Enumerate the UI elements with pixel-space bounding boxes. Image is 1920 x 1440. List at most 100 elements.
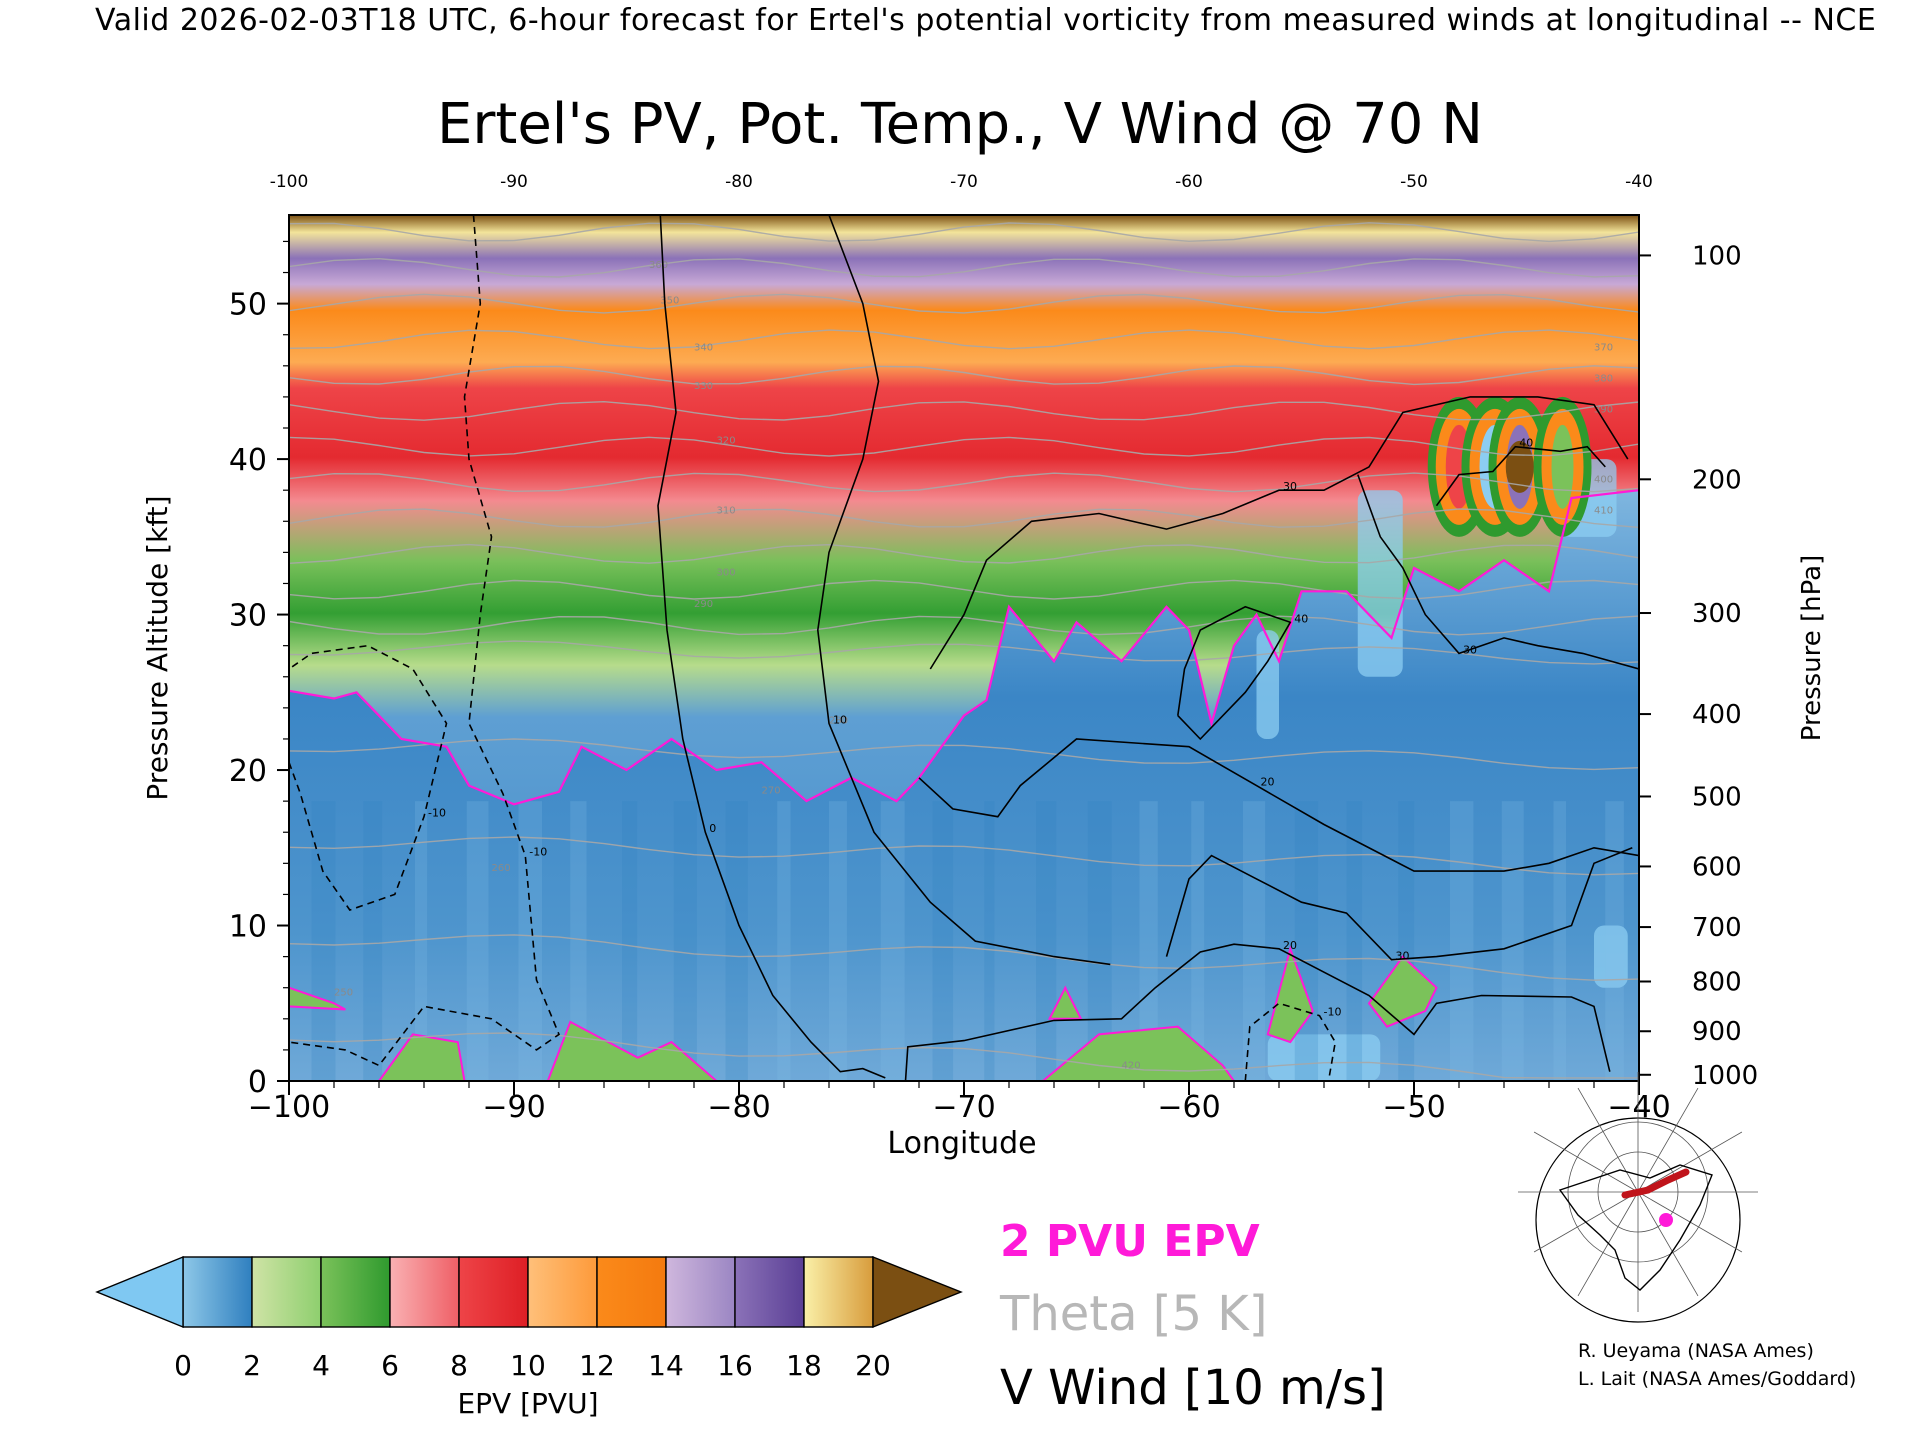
low-level-pv-blob xyxy=(546,1020,719,1081)
low-level-pv-blob xyxy=(1041,1025,1236,1081)
low-pv-pocket xyxy=(1357,490,1403,677)
v-wind-contour-label: 0 xyxy=(709,822,716,835)
v-wind-contour xyxy=(657,215,886,1079)
pv-streak xyxy=(466,801,489,1081)
colorbar-tick-label: 0 xyxy=(174,1349,192,1382)
theta-contour-label: 390 xyxy=(1594,404,1613,415)
inset-continent-outline xyxy=(1558,1164,1713,1291)
inset-location-marker xyxy=(1659,1213,1673,1227)
top-longitude-tick-label: -40 xyxy=(1625,172,1653,192)
v-wind-contour xyxy=(1165,847,1633,961)
pv-streak xyxy=(1087,801,1112,1081)
v-wind-contour xyxy=(1244,1002,1337,1081)
v-wind-contour xyxy=(289,644,448,911)
pv-streak xyxy=(570,801,587,1081)
theta-contour-label: 420 xyxy=(1122,1061,1141,1072)
pressure-tick-label: 400 xyxy=(1692,700,1742,730)
colorbar-band xyxy=(734,1256,805,1328)
pv-streak xyxy=(1501,801,1524,1081)
top-longitude-tick-label: -100 xyxy=(270,172,309,192)
pv-streak xyxy=(1243,801,1266,1081)
theta-contour-label: 370 xyxy=(1594,342,1613,353)
x-tick-label: −50 xyxy=(1382,1090,1445,1125)
top-longitude-tick-label: -70 xyxy=(950,172,978,192)
pv-streak xyxy=(829,801,847,1081)
inset-cross-section-path xyxy=(1621,1168,1690,1199)
pv-streak xyxy=(415,801,428,1081)
theta-contour-label: 280 xyxy=(829,715,848,726)
colorbar-tick-label: 20 xyxy=(855,1349,891,1382)
pv-streak xyxy=(311,801,336,1081)
colorbar-label: EPV [PVU] xyxy=(457,1387,598,1420)
v-wind-contour xyxy=(1357,474,1639,670)
v-wind-contour-label: -10 xyxy=(529,846,547,859)
pressure-tick-label: 600 xyxy=(1692,852,1742,882)
colorbar-band xyxy=(596,1256,667,1328)
x-tick-label: −90 xyxy=(482,1090,545,1125)
pv-streak xyxy=(1398,801,1415,1081)
v-wind-contour-label: 40 xyxy=(1519,437,1533,450)
pv-streak xyxy=(932,801,954,1081)
theta-contour xyxy=(289,579,1639,600)
pv-streak xyxy=(725,801,748,1081)
inset-meridian xyxy=(1637,1131,1743,1193)
v-wind-contour-label: -10 xyxy=(428,807,446,820)
x-tick-label: −60 xyxy=(1157,1090,1220,1125)
legend-item: 2 PVU EPV xyxy=(1000,1216,1260,1267)
colorbar-tick-label: 18 xyxy=(786,1349,822,1382)
colorbar-band xyxy=(803,1256,874,1328)
pv-streak xyxy=(1346,801,1363,1081)
pv-streak xyxy=(777,801,791,1081)
theta-contour-label: 260 xyxy=(492,863,511,874)
theta-contour-label: 310 xyxy=(717,506,736,517)
y-tick-label: 20 xyxy=(229,754,267,789)
y-tick-label: 40 xyxy=(229,443,267,478)
pv-streak xyxy=(1294,801,1319,1081)
theta-contour xyxy=(289,543,1639,564)
theta-contour-label: 380 xyxy=(1594,373,1613,384)
low-pv-pocket xyxy=(1267,1034,1381,1081)
low-level-pv-blob xyxy=(1047,985,1083,1020)
top-longitude-tick-label: -80 xyxy=(725,172,753,192)
theta-contour xyxy=(289,436,1639,457)
colorbar-tick-label: 4 xyxy=(312,1349,330,1382)
y-tick-label: 10 xyxy=(229,910,267,945)
valid-time-header: Valid 2026-02-03T18 UTC, 6-hour forecast… xyxy=(95,3,1877,38)
colorbar-overflow-arrow xyxy=(872,1255,963,1329)
theta-contour-label: 360 xyxy=(649,260,668,271)
theta-contour xyxy=(289,329,1639,350)
theta-contour xyxy=(289,836,1639,876)
v-wind-contour xyxy=(1177,605,1292,741)
troposphere-low-pv-area xyxy=(289,490,1639,1081)
theta-contour xyxy=(289,365,1639,386)
top-longitude-tick-label: -90 xyxy=(500,172,528,192)
inset-meridian xyxy=(1533,1131,1639,1193)
inset-meridian xyxy=(1637,1191,1699,1297)
colorbar-band xyxy=(665,1256,736,1328)
v-wind-contour-label: 30 xyxy=(1396,950,1410,963)
colorbar-tick-label: 2 xyxy=(243,1349,261,1382)
epv-2pvu-line xyxy=(289,489,1639,806)
credit-line: L. Lait (NASA Ames/Goddard) xyxy=(1578,1368,1856,1390)
theta-contour xyxy=(289,257,1639,278)
chart-title: Ertel's PV, Pot. Temp., V Wind @ 70 N xyxy=(437,92,1483,157)
x-tick-label: −100 xyxy=(248,1090,330,1125)
pv-anomaly-core xyxy=(1551,424,1574,509)
colorbar-tick-label: 6 xyxy=(381,1349,399,1382)
v-wind-contour-label: 30 xyxy=(1463,643,1477,656)
theta-contour-label: 320 xyxy=(717,436,736,447)
theta-contour xyxy=(289,508,1639,529)
low-level-pv-blob xyxy=(289,986,346,1011)
pressure-tick-label: 1000 xyxy=(1692,1061,1758,1091)
theta-contour xyxy=(289,1032,1639,1079)
inset-meridian xyxy=(1637,1087,1699,1193)
theta-contour-label: 400 xyxy=(1594,474,1613,485)
v-wind-contour xyxy=(1435,445,1606,507)
colorbar-band xyxy=(458,1256,529,1328)
pv-streak xyxy=(880,801,905,1081)
pv-streak xyxy=(622,801,638,1081)
theta-contour-label: 350 xyxy=(660,296,679,307)
theta-contour xyxy=(289,222,1639,243)
pv-streak xyxy=(1450,801,1474,1081)
